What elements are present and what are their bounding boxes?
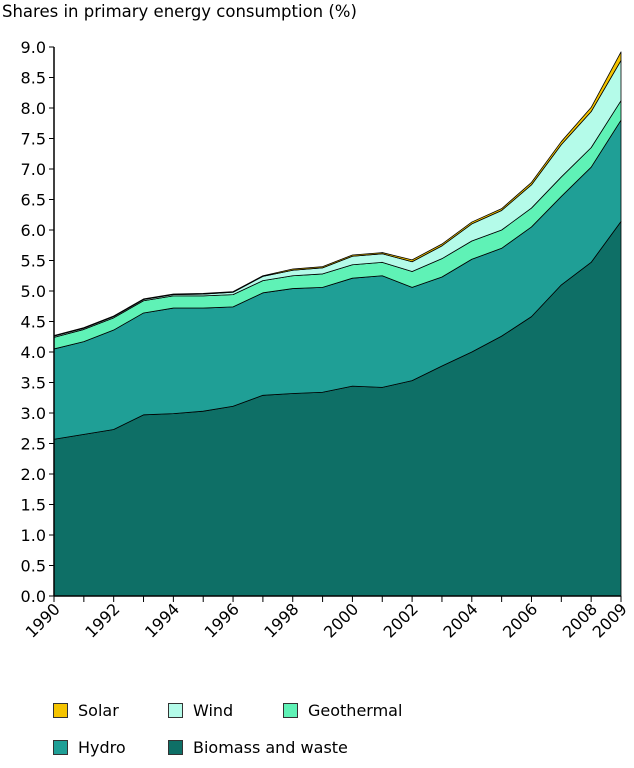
y-tick-label: 0.5: [21, 557, 46, 576]
x-tick-label: 1996: [201, 599, 243, 641]
y-tick-label: 3.0: [21, 404, 46, 423]
y-tick-label: 6.0: [21, 221, 46, 240]
y-tick-label: 8.0: [21, 99, 46, 118]
y-tick-label: 1.0: [21, 526, 46, 545]
y-axis-ticks: 0.0 0.5 1.0 1.5 2.0 2.5 3.0 3.5 4.0 4.5 5.0 5.5 6.0 6…: [21, 38, 54, 606]
y-tick-label: 4.5: [21, 313, 46, 332]
y-tick-label: 5.5: [21, 252, 46, 271]
x-axis-ticks: 1990 1992 1994 1996 1998 2000 2002 2004 2006 2008…: [22, 596, 631, 642]
x-tick-label: 2002: [380, 599, 422, 641]
y-tick-label: 2.5: [21, 435, 46, 454]
x-tick-label: 1992: [81, 599, 123, 641]
x-tick-label: 1998: [260, 599, 302, 641]
y-tick-label: 5.0: [21, 282, 46, 301]
y-tick-label: 7.5: [21, 130, 46, 149]
y-tick-label: 3.5: [21, 374, 46, 393]
y-tick-label: 7.0: [21, 160, 46, 179]
y-tick-label: 0.0: [21, 587, 46, 606]
y-tick-label: 2.0: [21, 465, 46, 484]
x-tick-label: 1994: [141, 599, 183, 641]
area-layers: [53, 51, 622, 597]
x-tick-label: 2000: [320, 599, 362, 641]
x-tick-label: 2009: [589, 599, 631, 641]
x-tick-label: 2006: [499, 599, 541, 641]
x-tick-label: 2004: [439, 599, 481, 641]
y-tick-label: 8.5: [21, 69, 46, 88]
chart-title: Shares in primary energy consumption (%): [2, 2, 357, 21]
y-tick-label: 6.5: [21, 191, 46, 210]
area-solar: [53, 51, 622, 337]
y-tick-label: 4.0: [21, 343, 46, 362]
y-tick-label: 9.0: [21, 38, 46, 57]
y-tick-label: 1.5: [21, 496, 46, 515]
